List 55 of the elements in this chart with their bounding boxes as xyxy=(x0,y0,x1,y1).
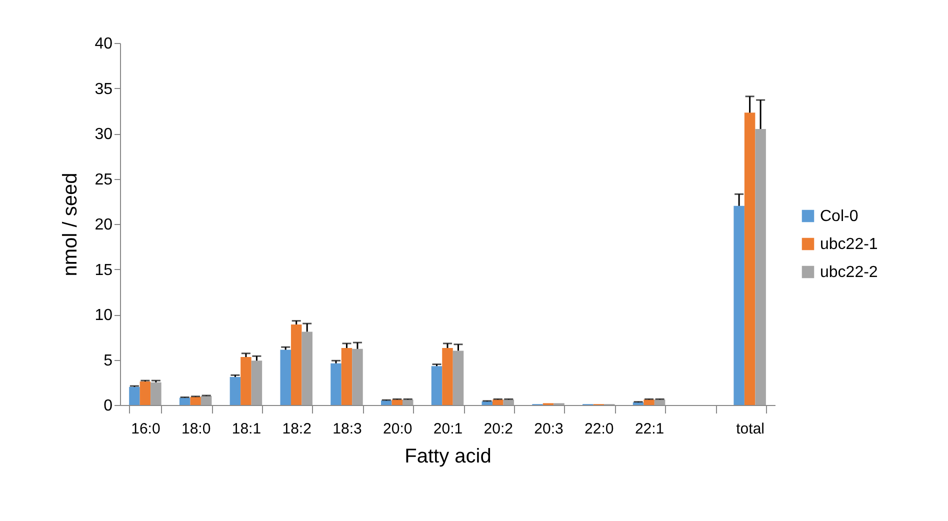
x-tick-label: 20:1 xyxy=(433,420,463,438)
x-tick-label: 16:0 xyxy=(131,420,160,438)
bar xyxy=(734,206,744,405)
bar xyxy=(654,400,666,405)
bar xyxy=(251,360,262,405)
bar xyxy=(302,332,312,405)
bar xyxy=(341,348,352,405)
bar xyxy=(392,400,402,405)
x-tick-label: 22:1 xyxy=(634,420,664,438)
y-tick-label: 15 xyxy=(94,262,113,279)
y-tick-label: 20 xyxy=(94,216,113,234)
x-tick-label: 20:2 xyxy=(484,420,513,438)
bar xyxy=(380,400,392,405)
y-tick-label: 0 xyxy=(104,398,113,414)
bar xyxy=(482,401,493,405)
bar xyxy=(280,350,291,405)
y-axis-title: nmol / seed xyxy=(60,172,82,276)
y-tick-label: 25 xyxy=(94,171,113,188)
bar xyxy=(190,396,201,405)
bar xyxy=(290,324,302,405)
bar xyxy=(755,128,766,405)
y-tick-label: 40 xyxy=(94,36,113,52)
y-tick-label: 10 xyxy=(94,307,113,324)
x-tick-label: 20:3 xyxy=(534,420,564,438)
bar xyxy=(402,400,414,405)
bar xyxy=(492,400,504,405)
bar xyxy=(503,400,514,405)
bar xyxy=(744,112,756,405)
x-tick-label: 20:0 xyxy=(383,420,412,438)
bar xyxy=(230,376,241,405)
bar xyxy=(330,363,342,405)
bar xyxy=(150,382,162,405)
y-tick-label: 30 xyxy=(94,126,113,143)
bar xyxy=(442,348,453,405)
bar xyxy=(431,366,442,405)
legend-label: ubc22-1 xyxy=(820,236,878,253)
bar xyxy=(240,357,252,405)
bar xyxy=(200,396,212,405)
bar xyxy=(644,400,654,405)
bar xyxy=(179,398,190,405)
bar xyxy=(129,386,140,405)
x-tick-label: 18:0 xyxy=(181,420,211,438)
bar xyxy=(140,381,151,405)
x-tick-label: 18:2 xyxy=(282,420,312,438)
x-tick-label: 18:1 xyxy=(232,420,262,438)
x-tick-label: 18:3 xyxy=(332,420,362,438)
y-tick-label: 35 xyxy=(94,80,113,98)
x-axis-title: Fatty acid xyxy=(404,446,492,468)
x-tick-label: 22:0 xyxy=(584,420,614,438)
y-tick-label: 5 xyxy=(104,352,113,370)
legend-label: ubc22-2 xyxy=(820,264,878,281)
x-tick-label: total xyxy=(736,420,764,438)
legend-label: Col-0 xyxy=(820,208,858,225)
bar xyxy=(452,350,464,405)
bar xyxy=(352,348,363,405)
